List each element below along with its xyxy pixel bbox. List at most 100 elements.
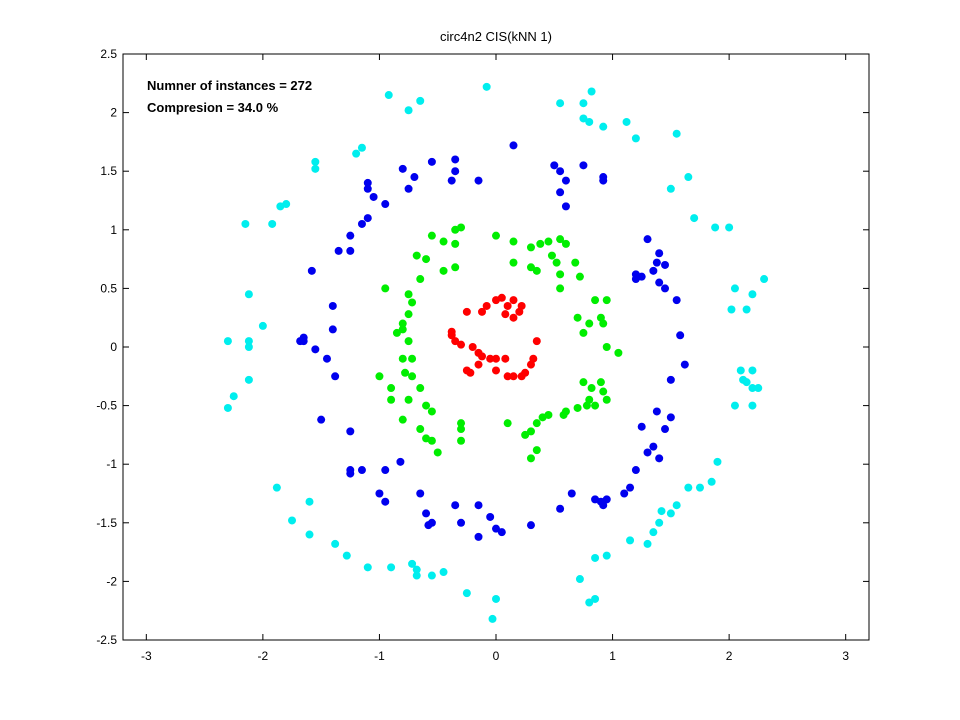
data-point-series-4 — [742, 378, 751, 387]
data-point-series-4 — [754, 384, 763, 393]
data-point-series-2 — [416, 384, 425, 393]
data-point-series-4 — [427, 571, 436, 580]
data-point-series-3 — [579, 161, 588, 170]
data-point-series-3 — [296, 337, 305, 346]
data-point-series-2 — [547, 251, 556, 260]
data-point-series-3 — [451, 167, 460, 176]
data-point-series-4 — [241, 219, 250, 228]
data-point-series-3 — [550, 161, 559, 170]
data-point-series-4 — [730, 284, 739, 293]
data-point-series-2 — [408, 298, 417, 307]
data-point-series-2 — [526, 243, 535, 252]
data-point-series-2 — [526, 263, 535, 272]
data-point-series-3 — [363, 184, 372, 193]
data-point-series-4 — [736, 366, 745, 375]
data-point-series-4 — [412, 571, 421, 580]
data-point-series-3 — [486, 512, 495, 521]
data-point-series-3 — [427, 157, 436, 166]
data-point-series-2 — [556, 284, 565, 293]
data-point-series-1 — [482, 301, 491, 310]
plot-area — [122, 53, 870, 641]
data-point-series-4 — [591, 553, 600, 562]
data-point-series-4 — [352, 149, 361, 158]
data-point-series-1 — [492, 366, 500, 375]
data-point-series-3 — [447, 176, 456, 185]
data-point-series-2 — [599, 319, 608, 328]
data-point-series-2 — [573, 313, 582, 322]
data-point-series-4 — [725, 223, 734, 232]
data-point-series-4 — [311, 164, 320, 173]
data-point-series-1 — [462, 307, 471, 316]
data-point-series-3 — [561, 176, 570, 185]
data-point-series-3 — [375, 489, 384, 498]
data-point-series-3 — [497, 528, 506, 537]
data-point-series-4 — [585, 117, 594, 126]
data-point-series-2 — [457, 223, 466, 232]
data-point-series-3 — [626, 483, 635, 492]
data-point-series-4 — [223, 403, 232, 412]
compression-annotation: Compresion = 34.0 % — [147, 100, 279, 115]
data-point-series-2 — [509, 258, 518, 267]
data-point-series-1 — [478, 307, 487, 316]
data-point-series-2 — [398, 354, 407, 363]
data-point-series-4 — [591, 594, 600, 603]
data-point-series-2 — [492, 231, 500, 240]
y-tick-label: 0.5 — [100, 281, 117, 295]
x-tick-label: 0 — [493, 649, 500, 663]
data-point-series-1 — [466, 368, 475, 377]
data-point-series-4 — [305, 530, 314, 539]
data-point-series-4 — [416, 96, 425, 105]
data-point-series-1 — [532, 337, 541, 346]
data-point-series-3 — [649, 442, 658, 451]
data-point-series-2 — [451, 239, 460, 248]
data-point-series-2 — [433, 448, 442, 457]
data-point-series-4 — [387, 563, 396, 572]
data-point-series-4 — [268, 219, 277, 228]
data-point-series-3 — [631, 270, 640, 279]
data-point-series-2 — [404, 310, 413, 319]
data-point-series-1 — [478, 352, 487, 361]
data-point-series-4 — [575, 575, 584, 584]
y-tick-label: -2.5 — [96, 633, 117, 647]
data-point-series-2 — [556, 270, 565, 279]
data-point-series-4 — [357, 143, 366, 152]
data-point-series-2 — [571, 258, 580, 267]
data-point-series-2 — [503, 419, 512, 428]
data-point-series-1 — [457, 340, 466, 349]
x-tick-label: 3 — [842, 649, 849, 663]
data-point-series-4 — [276, 202, 285, 211]
data-point-series-2 — [412, 251, 421, 260]
data-point-series-4 — [288, 516, 297, 525]
x-tick-label: 1 — [609, 649, 616, 663]
data-point-series-3 — [363, 214, 372, 223]
chart-title: circ4n2 CIS(kNN 1) — [440, 29, 552, 44]
data-point-series-3 — [526, 521, 535, 530]
data-point-series-1 — [474, 360, 483, 369]
data-point-series-3 — [346, 469, 355, 478]
data-point-series-1 — [486, 354, 495, 363]
data-point-series-3 — [307, 266, 316, 275]
data-point-series-2 — [602, 343, 611, 351]
data-point-series-4 — [223, 337, 232, 346]
data-point-series-3 — [567, 489, 576, 498]
data-point-series-4 — [672, 129, 681, 138]
data-point-series-4 — [666, 509, 675, 518]
data-point-series-4 — [488, 614, 497, 623]
data-point-series-4 — [408, 559, 417, 568]
data-point-series-4 — [272, 483, 281, 492]
data-point-series-3 — [666, 413, 675, 422]
data-point-series-4 — [602, 551, 611, 560]
data-point-series-4 — [684, 173, 693, 182]
data-point-series-3 — [561, 202, 570, 211]
data-point-series-4 — [622, 117, 631, 126]
data-point-series-1 — [497, 293, 506, 302]
data-point-series-2 — [521, 430, 530, 439]
data-point-series-2 — [532, 419, 541, 428]
axis-ticks: -3 -2 -1 0 1 2 3 -2.5 -2 -1.5 -1 -0.5 0 0.5 1 1.5 2 2.5 — [96, 47, 869, 663]
data-point-series-1 — [447, 327, 456, 336]
data-point-series-2 — [457, 419, 466, 428]
data-point-series-1 — [509, 296, 518, 305]
data-point-series-3 — [451, 155, 460, 164]
data-point-series-2 — [375, 372, 384, 381]
data-point-series-4 — [748, 290, 757, 299]
